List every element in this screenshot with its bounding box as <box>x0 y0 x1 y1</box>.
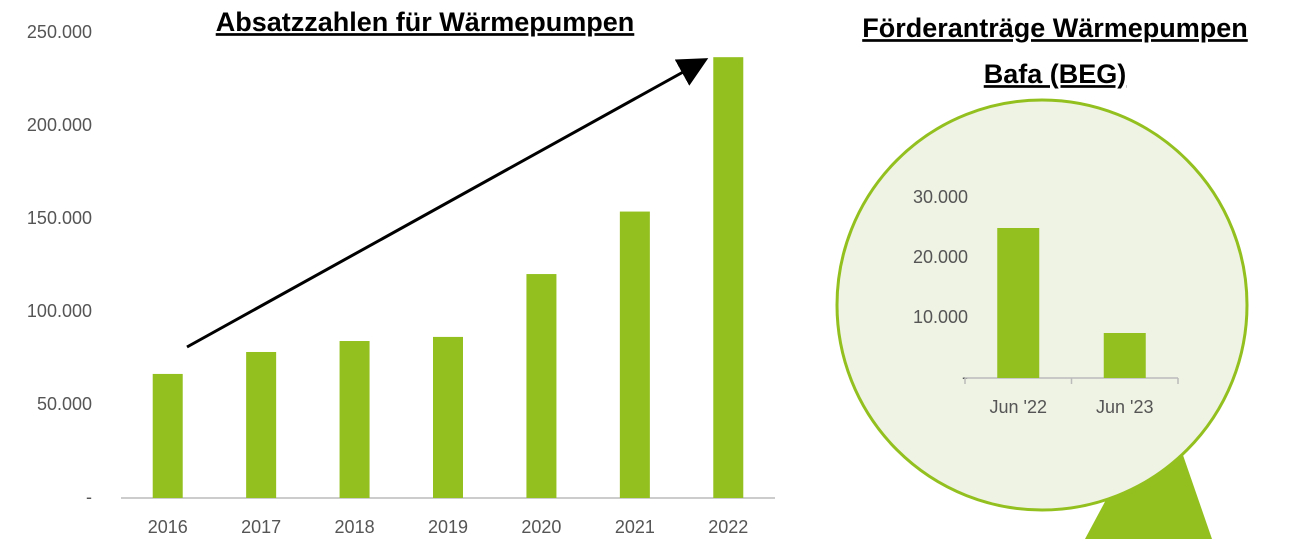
x-tick-label: Jun '23 <box>1096 397 1153 417</box>
x-tick-label: 2020 <box>521 517 561 537</box>
x-tick-label: 2016 <box>148 517 188 537</box>
bar <box>997 228 1040 378</box>
bar <box>339 341 370 498</box>
y-tick-label: 20.000 <box>913 247 968 267</box>
y-tick-label: 200.000 <box>27 115 92 135</box>
bar <box>713 57 744 499</box>
bar <box>152 373 183 498</box>
bar <box>619 211 650 498</box>
y-tick-label: 10.000 <box>913 307 968 327</box>
y-tick-label: - <box>86 487 92 507</box>
y-tick-label: 150.000 <box>27 208 92 228</box>
y-tick-label: 100.000 <box>27 301 92 321</box>
magnifier-lens <box>835 98 1249 512</box>
y-tick-label: 50.000 <box>37 394 92 414</box>
bar <box>526 274 557 498</box>
chart-title: Absatzzahlen für Wärmepumpen <box>216 7 635 37</box>
y-tick-label: 30.000 <box>913 187 968 207</box>
chart-title: Bafa (BEG) <box>984 59 1127 89</box>
x-tick-label: Jun '22 <box>990 397 1047 417</box>
bar <box>246 351 277 498</box>
x-tick-label: 2021 <box>615 517 655 537</box>
x-tick-label: 2022 <box>708 517 748 537</box>
chart-title: Förderanträge Wärmepumpen <box>862 13 1248 43</box>
trend-arrow <box>186 58 709 349</box>
bar <box>433 336 463 498</box>
bar <box>1103 333 1146 378</box>
magnifier-handle <box>1085 432 1212 539</box>
y-tick-label: - <box>962 367 968 387</box>
x-tick-label: 2017 <box>241 517 281 537</box>
x-tick-label: 2018 <box>335 517 375 537</box>
x-tick-label: 2019 <box>428 517 468 537</box>
y-tick-label: 250.000 <box>27 22 92 42</box>
